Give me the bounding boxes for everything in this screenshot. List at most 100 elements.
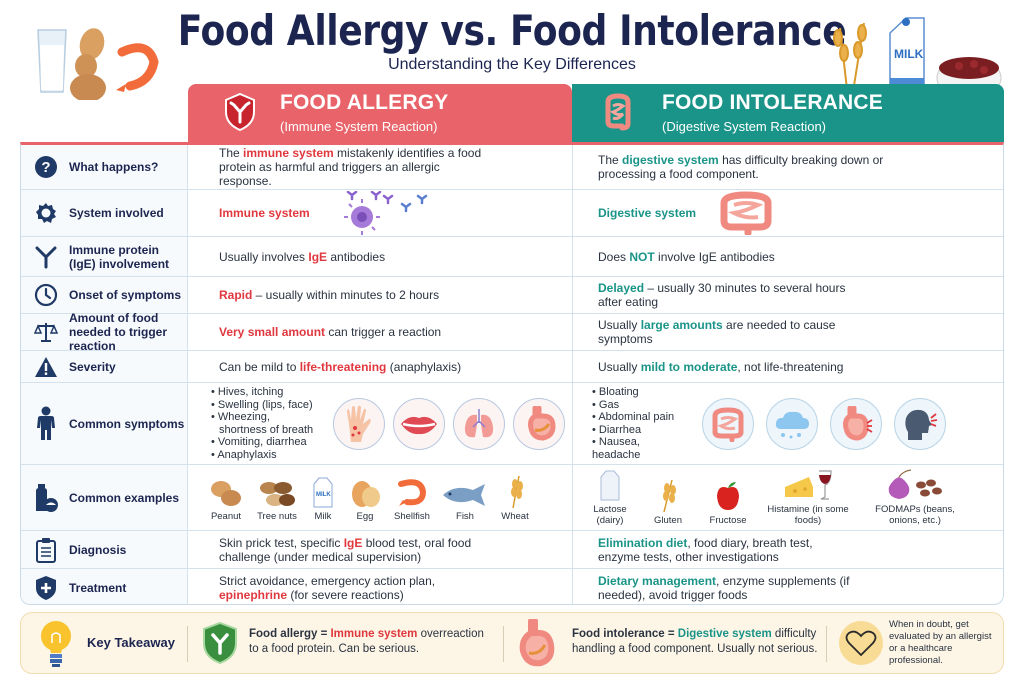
- intolerance-cell: Delayed – usually 30 minutes to several …: [598, 281, 846, 309]
- table-row-severity: Severity Can be mild to life-threatening…: [21, 351, 1003, 383]
- allergy-cell: Hives, itching Swelling (lips, face) Whe…: [189, 383, 573, 464]
- stomach-icon: [513, 397, 565, 450]
- intolerance-cell: Digestive system: [574, 190, 1003, 236]
- allergy-food-list: Peanut Tree nuts MILK Milk Egg Shellfish …: [201, 474, 537, 522]
- svg-text:MILK: MILK: [894, 47, 924, 61]
- intolerance-cell: Lactose (dairy) Gluten Fructose Histamin…: [574, 465, 1003, 530]
- allergy-column-title: FOOD ALLERGY: [280, 91, 449, 114]
- food-gluten: Gluten: [636, 478, 700, 526]
- allergy-cell: Peanut Tree nuts MILK Milk Egg Shellfish …: [189, 465, 573, 530]
- allergy-column-header: FOOD ALLERGY (Immune System Reaction): [188, 84, 572, 142]
- page-title: Food Allergy vs. Food Intolerance: [177, 6, 847, 55]
- takeaway-intolerance-text: Food intolerance = Digestive system diff…: [572, 628, 818, 655]
- intolerance-symptom-list: Bloating Gas Abdominal pain Diarrhea Nau…: [592, 386, 688, 461]
- bloating-intestine-icon: [702, 397, 754, 450]
- food-histamine: Histamine (in some foods): [756, 469, 860, 526]
- food-peanut: Peanut: [201, 478, 251, 522]
- headache-icon: [894, 397, 946, 450]
- warning-icon: [33, 354, 59, 380]
- antibody-icon: [33, 244, 59, 270]
- food-fodmaps: FODMAPs (beans, onions, etc.): [860, 469, 970, 526]
- food-lactose: Lactose (dairy): [584, 469, 636, 526]
- table-row-what-happens: ? What happens? The immune system mistak…: [21, 145, 1003, 190]
- table-row-system-involved: System involved Immune system Digestive …: [21, 190, 1003, 237]
- intolerance-cell: The digestive system has difficulty brea…: [598, 153, 884, 181]
- heart-badge: [839, 621, 883, 665]
- food-milk: MILK Milk: [303, 476, 343, 522]
- shield-antibody-icon: [225, 92, 255, 132]
- intolerance-cell: Bloating Gas Abdominal pain Diarrhea Nau…: [574, 383, 1003, 464]
- takeaway-label: Key Takeaway: [87, 635, 175, 650]
- row-label: Treatment: [69, 581, 127, 595]
- svg-text:?: ?: [41, 159, 50, 176]
- allergy-cell: Usually involves IgE antibodies: [189, 237, 573, 276]
- comparison-table: ? What happens? The immune system mistak…: [20, 142, 1004, 605]
- row-label: System involved: [69, 206, 164, 220]
- question-icon: ?: [33, 154, 59, 180]
- allergy-column-subtitle: (Immune System Reaction): [280, 119, 438, 134]
- scale-icon: [33, 319, 59, 345]
- intolerance-cell: Elimination diet, food diary, breath tes…: [598, 535, 813, 564]
- allergy-cell: The immune system mistakenly identifies …: [189, 145, 573, 189]
- intolerance-column-title: FOOD INTOLERANCE: [662, 91, 883, 114]
- shield-plus-icon: [33, 575, 59, 601]
- row-label: Onset of symptoms: [69, 288, 182, 302]
- row-label: Immune protein (IgE) involvement: [69, 242, 170, 271]
- intestine-illustration-icon: [720, 191, 772, 235]
- intolerance-column-subtitle: (Digestive System Reaction): [662, 119, 826, 134]
- table-row-onset: Onset of symptoms Rapid – usually within…: [21, 277, 1003, 314]
- food-fish: Fish: [437, 482, 493, 522]
- row-label: Common examples: [69, 490, 180, 505]
- intolerance-cell: Usually mild to moderate, not life-threa…: [598, 359, 844, 374]
- clock-icon: [33, 282, 59, 308]
- row-label: Amount of food needed to trigger reactio…: [69, 311, 168, 353]
- lungs-icon: [453, 397, 505, 450]
- food-shellfish: Shellfish: [387, 478, 437, 522]
- table-row-examples: Common examples Peanut Tree nuts MILK Mil…: [21, 465, 1003, 531]
- food-fructose: Fructose: [700, 480, 756, 526]
- stomach-takeaway-icon: [519, 619, 555, 667]
- food-egg: Egg: [343, 478, 387, 522]
- allergy-symptom-list: Hives, itching Swelling (lips, face) Whe…: [211, 386, 319, 461]
- food-wheat: Wheat: [493, 474, 537, 522]
- intolerance-food-list: Lactose (dairy) Gluten Fructose Histamin…: [584, 469, 970, 526]
- food-illustration-left-icon: [37, 28, 159, 100]
- intestine-icon: [605, 93, 631, 131]
- allergy-cell: Very small amount can trigger a reaction: [189, 314, 573, 350]
- person-icon: [33, 406, 59, 440]
- allergy-cell: Rapid – usually within minutes to 2 hour…: [189, 277, 573, 313]
- stomach-pain-icon: [830, 397, 882, 450]
- intolerance-cell: Dietary management, enzyme supplements (…: [598, 574, 850, 602]
- lightbulb-icon: [41, 621, 71, 667]
- immune-cell-icon: [343, 191, 427, 235]
- food-tree-nuts: Tree nuts: [251, 478, 303, 522]
- intolerance-cell: Does NOT involve IgE antibodies: [598, 249, 775, 264]
- table-row-amount: Amount of food needed to trigger reactio…: [21, 311, 1003, 353]
- allergy-cell: Immune system: [189, 190, 573, 236]
- row-label: Common symptoms: [69, 416, 185, 431]
- clipboard-icon: [33, 537, 59, 563]
- table-row-treatment: Treatment Strict avoidance, emergency ac…: [21, 569, 1003, 604]
- key-takeaway-banner: Key Takeaway Food allergy = Immune syste…: [20, 612, 1004, 674]
- heart-icon: [845, 630, 877, 657]
- intolerance-cell: Usually large amounts are needed to caus…: [598, 318, 836, 346]
- takeaway-allergy-text: Food allergy = Immune system overreactio…: [249, 628, 484, 655]
- milk-bottle-icon: [33, 483, 59, 512]
- takeaway-advice-text: When in doubt, get evaluated by an aller…: [889, 619, 992, 666]
- swollen-lips-icon: [393, 397, 445, 450]
- allergy-cell: Skin prick test, specific IgE blood test…: [189, 531, 573, 568]
- table-row-symptoms: Common symptoms Hives, itching Swelling …: [21, 383, 1003, 465]
- row-label: What happens?: [69, 160, 159, 174]
- allergy-cell: Can be mild to life-threatening (anaphyl…: [189, 351, 573, 382]
- svg-text:MILK: MILK: [316, 492, 331, 498]
- intolerance-column-header: FOOD INTOLERANCE (Digestive System React…: [572, 84, 1004, 142]
- hives-hand-icon: [333, 397, 385, 450]
- allergy-cell: Strict avoidance, emergency action plan,…: [189, 569, 573, 604]
- table-row-diagnosis: Diagnosis Skin prick test, specific IgE …: [21, 531, 1003, 569]
- table-row-ige-involvement: Immune protein (IgE) involvement Usually…: [21, 237, 1003, 277]
- gear-icon: [33, 200, 59, 226]
- gas-cloud-icon: [766, 397, 818, 450]
- row-label: Diagnosis: [69, 542, 127, 557]
- green-shield-antibody-icon: [203, 621, 237, 665]
- page-subtitle: Understanding the Key Differences: [388, 56, 636, 73]
